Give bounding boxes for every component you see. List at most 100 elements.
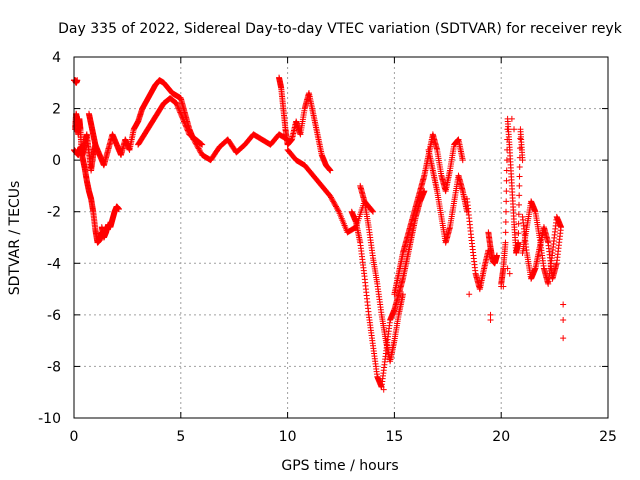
y-tick-label: -4 xyxy=(47,256,61,272)
data-point xyxy=(399,291,406,298)
data-point xyxy=(335,207,342,214)
data-point xyxy=(197,149,204,156)
data-point xyxy=(331,200,338,207)
data-point xyxy=(459,157,466,164)
data-point xyxy=(515,239,522,246)
x-axis-label: GPS time / hours xyxy=(281,458,398,474)
data-point xyxy=(328,194,335,201)
data-point xyxy=(560,317,567,324)
data-point xyxy=(328,195,335,202)
y-tick-label: 4 xyxy=(52,50,61,66)
data-point xyxy=(184,126,191,133)
data-point xyxy=(487,317,494,324)
data-point xyxy=(190,136,197,143)
y-tick-label: -10 xyxy=(38,411,61,427)
data-point xyxy=(504,265,511,272)
x-tick-label: 5 xyxy=(176,429,185,445)
data-point xyxy=(194,142,201,149)
data-point xyxy=(380,386,387,393)
data-point xyxy=(179,115,186,122)
data-point xyxy=(369,207,376,214)
data-point xyxy=(185,128,192,135)
data-point xyxy=(195,145,202,152)
x-tick-label: 0 xyxy=(70,429,79,445)
data-point xyxy=(503,198,510,205)
data-markers xyxy=(71,74,567,393)
data-point xyxy=(515,211,522,218)
data-point xyxy=(175,104,182,111)
data-point xyxy=(183,123,190,130)
data-point xyxy=(560,301,567,308)
x-tick-label: 25 xyxy=(599,429,617,445)
data-point xyxy=(192,140,199,147)
y-tick-label: -6 xyxy=(47,308,61,324)
data-point xyxy=(503,208,510,215)
data-point xyxy=(500,283,507,290)
y-tick-label: 0 xyxy=(52,153,61,169)
data-point xyxy=(173,100,180,107)
data-point xyxy=(516,182,523,189)
data-point xyxy=(516,164,523,171)
data-point xyxy=(330,199,337,206)
data-point xyxy=(558,224,565,231)
data-point xyxy=(177,110,184,117)
x-tick-label: 10 xyxy=(279,429,297,445)
chart-title: Day 335 of 2022, Sidereal Day-to-day VTE… xyxy=(58,21,623,37)
data-point xyxy=(174,102,181,109)
data-point xyxy=(193,141,200,148)
data-point xyxy=(506,270,513,277)
plot-frame xyxy=(73,56,609,419)
data-point xyxy=(176,108,183,115)
data-point xyxy=(333,204,340,211)
data-point xyxy=(175,105,182,112)
data-point xyxy=(176,106,183,113)
data-point xyxy=(192,139,199,146)
data-point xyxy=(178,112,185,119)
data-point xyxy=(508,115,515,122)
data-point xyxy=(487,311,494,318)
data-point xyxy=(332,202,339,209)
data-point xyxy=(327,167,334,174)
data-point xyxy=(503,157,510,164)
data-point xyxy=(503,188,510,195)
data-point xyxy=(177,109,184,116)
data-point xyxy=(502,219,509,226)
data-point xyxy=(174,101,181,108)
data-point xyxy=(515,220,522,227)
x-tick-label: 15 xyxy=(385,429,403,445)
data-point xyxy=(493,252,500,259)
y-tick-label: 2 xyxy=(52,102,61,118)
data-point xyxy=(182,122,189,129)
data-point xyxy=(503,177,510,184)
data-point xyxy=(515,230,522,237)
y-tick-label: -2 xyxy=(47,205,61,221)
data-point xyxy=(330,198,337,205)
data-point xyxy=(183,124,190,131)
data-point xyxy=(370,208,377,215)
y-axis-label: SDTVAR / TECUs xyxy=(7,181,23,296)
data-point xyxy=(199,141,206,148)
y-tick-label: -8 xyxy=(47,359,61,375)
data-point xyxy=(502,239,509,246)
data-point xyxy=(179,114,186,121)
data-point xyxy=(334,206,341,213)
data-point xyxy=(329,197,336,204)
data-point xyxy=(197,148,204,155)
data-point xyxy=(516,201,522,208)
x-tick-label: 20 xyxy=(492,429,510,445)
data-point xyxy=(466,291,473,298)
data-point xyxy=(74,77,81,84)
data-point xyxy=(178,113,185,120)
data-point xyxy=(560,335,567,342)
data-point xyxy=(191,137,198,144)
data-point xyxy=(519,157,526,164)
data-point xyxy=(333,203,340,210)
data-point xyxy=(194,144,201,151)
data-point xyxy=(327,193,334,200)
data-point xyxy=(115,206,122,213)
data-point xyxy=(196,146,203,153)
data-point xyxy=(182,121,189,128)
